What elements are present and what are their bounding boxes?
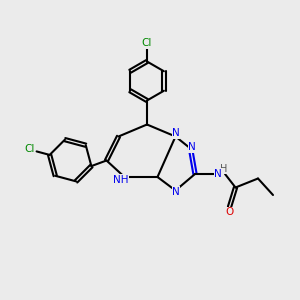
Text: Cl: Cl: [24, 145, 34, 154]
Text: N: N: [214, 169, 222, 179]
Text: NH: NH: [113, 175, 129, 185]
Text: O: O: [225, 207, 234, 218]
Text: N: N: [188, 142, 196, 152]
Text: N: N: [172, 187, 180, 197]
Text: Cl: Cl: [142, 38, 152, 49]
Text: H: H: [220, 164, 228, 174]
Text: N: N: [172, 128, 180, 139]
